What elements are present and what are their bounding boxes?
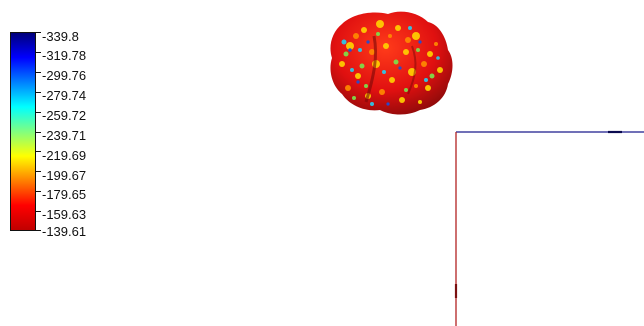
color-scale-label: -319.78 <box>42 48 87 63</box>
color-scale-label: -339.8 <box>42 29 79 44</box>
color-scale-label: -279.74 <box>42 88 87 103</box>
color-scale-label: -239.71 <box>42 128 87 143</box>
color-scale-tick <box>36 91 41 93</box>
color-scale-tick <box>36 211 41 213</box>
color-scale-tick <box>36 171 41 173</box>
molecular-surface-icon[interactable] <box>320 6 460 121</box>
color-scale-tick <box>36 71 41 73</box>
color-scale-ticks <box>36 32 96 231</box>
color-scale-label: -299.76 <box>42 68 87 83</box>
color-scale-tick <box>36 151 41 153</box>
color-scale-label: -259.72 <box>42 108 87 123</box>
color-scale-label: -199.67 <box>42 168 87 183</box>
color-scale-label: -179.65 <box>42 187 87 202</box>
color-scale-tick <box>36 230 41 231</box>
color-scale-bar <box>10 32 36 231</box>
color-scale-label: -139.61 <box>42 224 87 239</box>
color-scale-label: -159.63 <box>42 207 87 222</box>
color-scale-label: -219.69 <box>42 148 87 163</box>
color-scale-tick <box>36 191 41 193</box>
color-scale-tick <box>36 51 41 53</box>
color-scale-tick <box>36 111 41 113</box>
color-scale-tick <box>36 32 41 33</box>
axes-indicator <box>454 130 644 326</box>
color-scale-tick <box>36 131 41 133</box>
